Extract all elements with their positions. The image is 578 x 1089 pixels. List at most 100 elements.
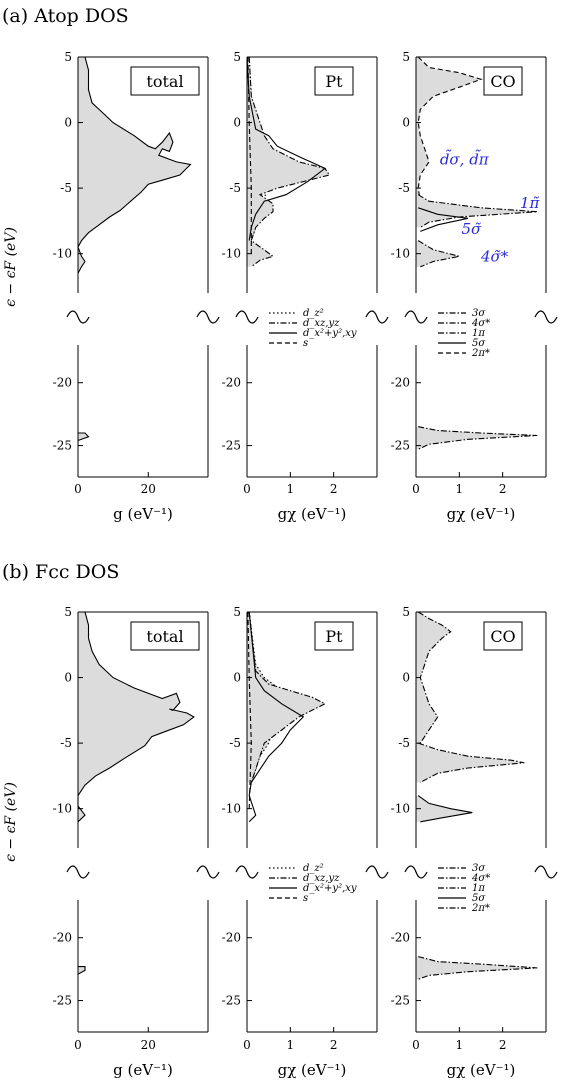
figure-title: (b) Fcc DOS <box>2 561 119 583</box>
orbital-annotation: 4σ̃* <box>480 248 509 266</box>
y-tick-label: -25 <box>391 439 410 453</box>
x-axis-label: g (eV⁻¹) <box>113 1061 173 1079</box>
x-tick-label: 20 <box>141 1038 156 1052</box>
axis-break-mark <box>196 310 220 324</box>
orbital-annotation: d̃σ, d̃π <box>440 149 490 168</box>
y-tick-label: 0 <box>64 671 72 685</box>
dos-panel-1-0: 5 0 -5 -10 -20 -25 0 20 g (eV⁻¹) ϵ − ϵF (eV) total <box>3 605 220 1079</box>
y-tick-label: -5 <box>60 736 72 750</box>
legend-label: 4σ* <box>471 873 490 884</box>
series-fill-d_xz,yz-0 <box>247 612 325 783</box>
legend-label: 5σ <box>472 338 486 349</box>
series-fill-total-1 <box>78 966 85 975</box>
y-tick-label: 5 <box>402 50 410 64</box>
y-tick-label: -25 <box>53 994 72 1008</box>
y-tick-label: -5 <box>229 736 241 750</box>
series-line-total-0 <box>77 611 195 823</box>
x-axis-label: gχ (eV⁻¹) <box>278 505 347 523</box>
y-tick-label: 5 <box>233 605 241 619</box>
y-tick-label: -20 <box>53 931 72 945</box>
series-fill-total-1 <box>78 433 89 441</box>
panel-label: total <box>146 72 183 91</box>
axis-break-mark <box>235 865 259 879</box>
series-line-d_x²+y²,xy-0 <box>248 611 305 823</box>
legend-label: s <box>303 338 308 349</box>
y-tick-label: -5 <box>398 181 410 195</box>
series-line-d_xz,yz-0 <box>248 611 327 783</box>
axis-break-mark <box>196 865 220 879</box>
dos-panel-0-1: 5 0 -5 -10 -20 -25 0 1 2 gχ (eV⁻¹) Pt d_z²d_xz,yzd_… <box>222 50 389 523</box>
y-tick-label: -10 <box>53 247 72 261</box>
axis-break-mark <box>404 310 428 324</box>
x-axis-label: g (eV⁻¹) <box>113 505 173 523</box>
x-tick-label: 1 <box>456 482 464 496</box>
series-line-2π*-0 <box>417 611 452 744</box>
series-line-d_x²+y²,xy-0 <box>246 56 327 241</box>
legend-label: d_x²+y²,xy <box>303 328 357 339</box>
x-tick-label: 2 <box>499 482 507 496</box>
panel-label-box <box>314 66 354 96</box>
y-tick-label: -20 <box>222 931 241 945</box>
series-line-2π*-0 <box>417 56 483 202</box>
y-axis-label: ϵ − ϵF (eV) <box>3 782 19 862</box>
legend-label: d_x²+y²,xy <box>303 883 357 894</box>
series-fill-d_xz,yz-0 <box>247 57 330 267</box>
legend-label: 2π* <box>471 348 490 359</box>
series-line-d_xz,yz-0 <box>248 56 331 268</box>
y-tick-label: -20 <box>222 376 241 390</box>
y-tick-label: -25 <box>222 994 241 1008</box>
dos-panel-1-1: 5 0 -5 -10 -20 -25 0 1 2 gχ (eV⁻¹) Pt d_z²d_xz,yzd_… <box>222 605 389 1079</box>
y-tick-label: -10 <box>53 802 72 816</box>
y-tick-label: -5 <box>398 736 410 750</box>
axis-break-mark <box>66 310 90 324</box>
y-tick-label: -10 <box>222 802 241 816</box>
x-tick-label: 0 <box>74 1038 82 1052</box>
x-tick-label: 1 <box>287 482 295 496</box>
y-axis-label: ϵ − ϵF (eV) <box>3 227 19 307</box>
y-tick-label: -5 <box>60 181 72 195</box>
axis-break-mark <box>404 865 428 879</box>
series-line-3σ-0 <box>417 426 538 450</box>
x-tick-label: 2 <box>330 1038 338 1052</box>
series-line-total-1 <box>77 432 90 442</box>
legend-label: d_z² <box>303 863 324 874</box>
series-fill-4σ*-0 <box>416 240 460 267</box>
panel-label-box <box>483 66 523 96</box>
series-fill-5σ-0 <box>416 795 473 822</box>
panel-label: CO <box>490 72 515 91</box>
series-line-total-0 <box>77 56 192 274</box>
series-line-total-1 <box>77 966 86 975</box>
y-tick-label: 0 <box>402 116 410 130</box>
y-tick-label: -25 <box>391 994 410 1008</box>
series-line-5σ-0 <box>417 795 473 823</box>
series-fill-3σ-0 <box>416 956 538 980</box>
y-tick-label: 0 <box>402 671 410 685</box>
y-tick-label: 5 <box>233 50 241 64</box>
x-tick-label: 2 <box>330 482 338 496</box>
x-axis-label: gχ (eV⁻¹) <box>447 1061 516 1079</box>
y-tick-label: -25 <box>53 439 72 453</box>
legend-label: 5σ <box>472 893 486 904</box>
figure-title: (a) Atop DOS <box>2 5 129 27</box>
y-tick-label: 5 <box>402 605 410 619</box>
legend-label: s <box>303 893 308 904</box>
y-tick-label: -10 <box>222 247 241 261</box>
legend-label: 1π <box>472 883 485 894</box>
series-line-1π-0 <box>417 194 538 228</box>
x-axis-label: gχ (eV⁻¹) <box>447 505 516 523</box>
y-tick-label: -20 <box>391 931 410 945</box>
panel-label: Pt <box>325 627 343 646</box>
panel-label-box <box>483 621 523 651</box>
x-tick-label: 1 <box>287 1038 295 1052</box>
x-tick-label: 0 <box>243 1038 251 1052</box>
y-tick-label: 0 <box>233 116 241 130</box>
legend-label: d_z² <box>303 308 324 319</box>
panel-label: Pt <box>325 72 343 91</box>
panel-label: total <box>146 627 183 646</box>
x-tick-label: 0 <box>412 1038 420 1052</box>
axis-break-mark <box>66 865 90 879</box>
legend-label: 1π <box>472 328 485 339</box>
